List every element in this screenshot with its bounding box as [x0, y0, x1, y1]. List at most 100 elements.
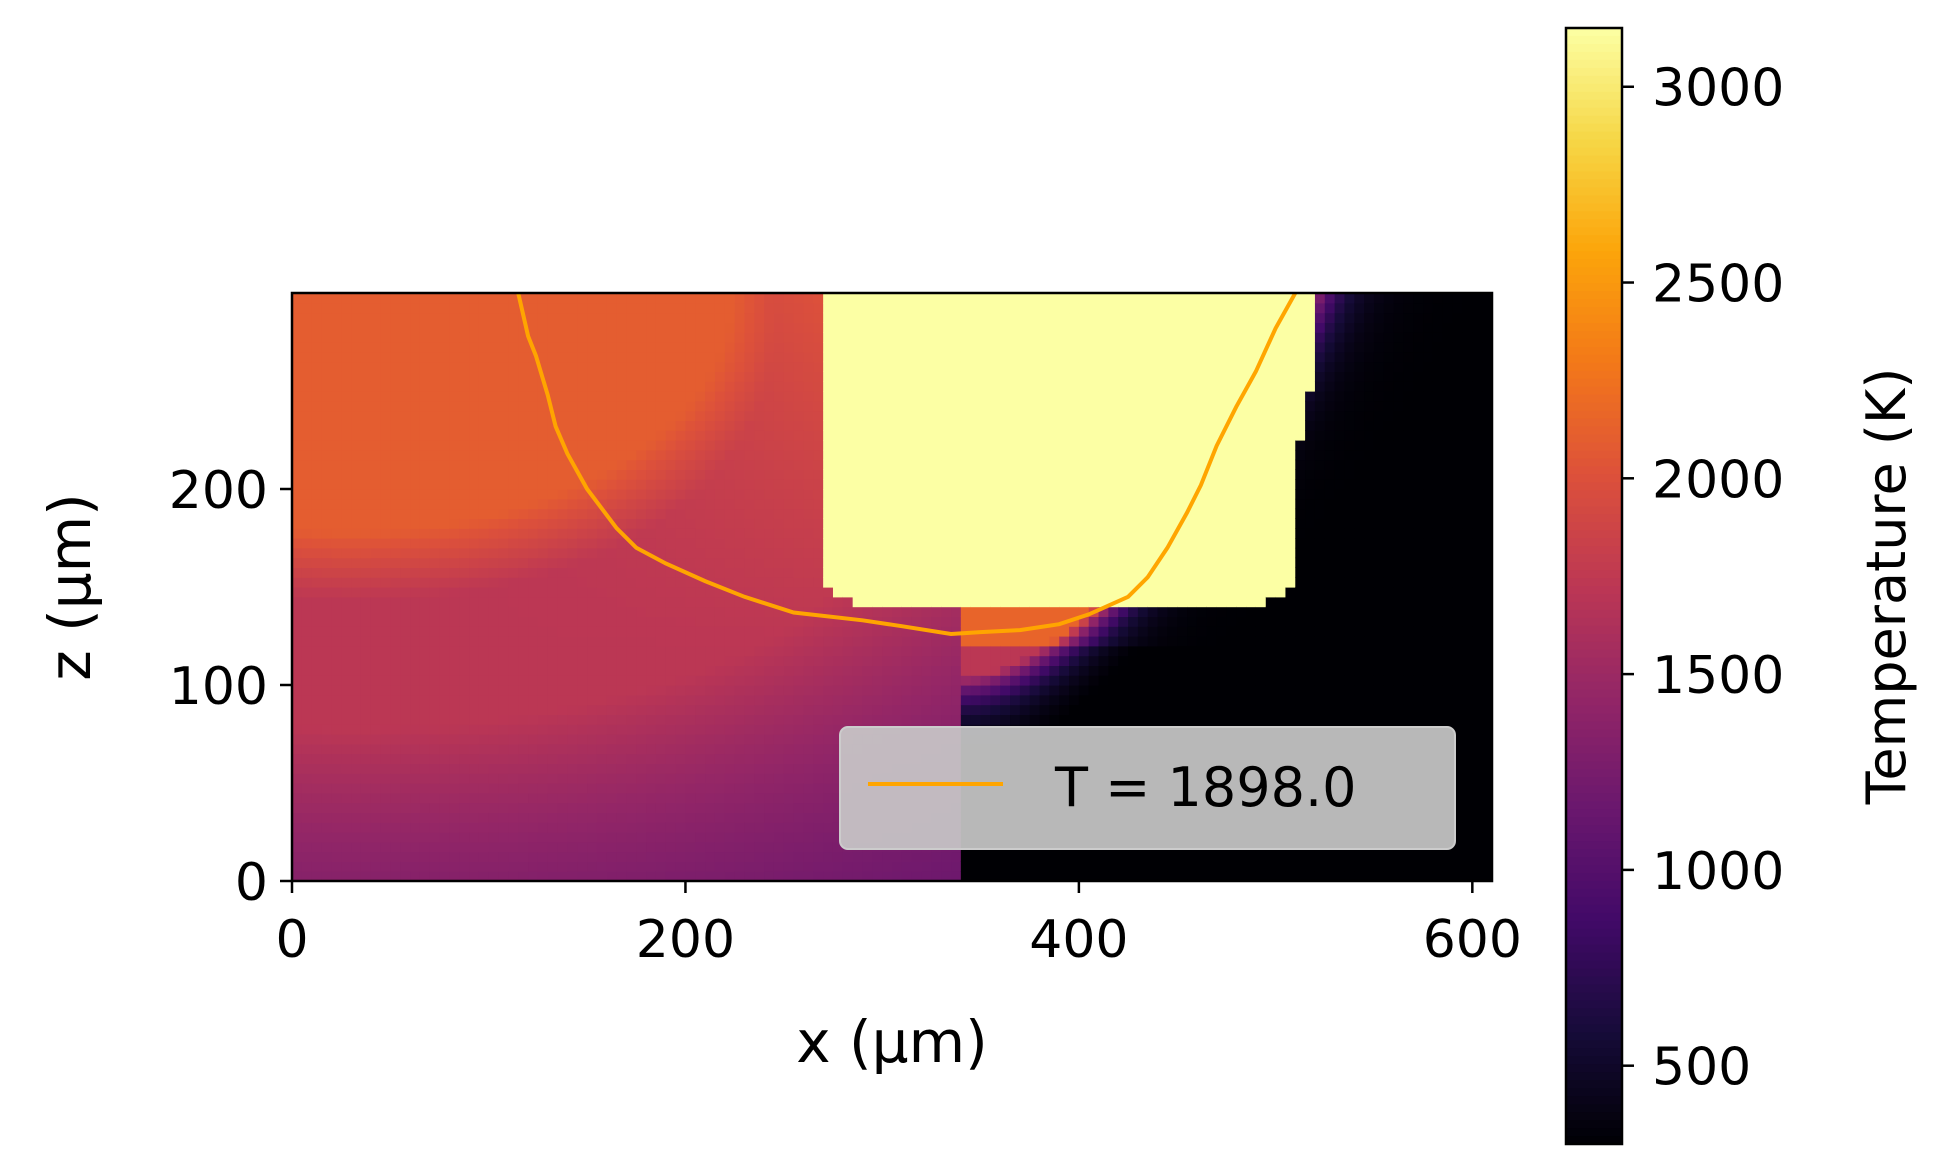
heatmap-cell — [901, 410, 913, 421]
heatmap-cell — [1010, 459, 1021, 470]
heatmap-cell — [626, 459, 637, 470]
heatmap-cell — [498, 302, 509, 314]
heatmap-cell — [557, 489, 569, 500]
heatmap-cell — [734, 851, 746, 862]
heatmap-cell — [341, 400, 352, 412]
heatmap-cell — [478, 714, 490, 725]
heatmap-cell — [892, 342, 903, 353]
heatmap-cell — [301, 587, 313, 598]
heatmap-cell — [764, 645, 775, 657]
heatmap-cell — [655, 841, 667, 853]
heatmap-cell — [823, 743, 834, 755]
heatmap-cell — [508, 724, 519, 735]
heatmap-cell — [705, 626, 716, 637]
heatmap-cell — [862, 714, 873, 725]
heatmap-cell — [1069, 685, 1080, 696]
heatmap-cell — [783, 841, 795, 853]
heatmap-cell — [675, 724, 687, 735]
heatmap-cell — [301, 704, 313, 715]
heatmap-cell — [1000, 851, 1011, 862]
heatmap-cell — [449, 704, 460, 715]
heatmap-cell — [596, 508, 608, 519]
heatmap-cell — [370, 596, 382, 608]
heatmap-cell — [665, 420, 677, 431]
heatmap-cell — [508, 665, 519, 676]
heatmap-cell — [921, 371, 932, 382]
heatmap-cell — [311, 312, 323, 323]
heatmap-cell — [744, 547, 755, 559]
heatmap-cell — [419, 312, 431, 323]
heatmap-cell — [518, 371, 529, 382]
heatmap-cell — [665, 557, 677, 568]
heatmap-cell — [1019, 606, 1031, 617]
heatmap-cell — [970, 361, 982, 372]
heatmap-cell — [301, 802, 313, 813]
heatmap-cell — [852, 714, 864, 725]
heatmap-cell — [655, 596, 667, 608]
heatmap-cell — [1069, 577, 1080, 588]
heatmap-cell — [685, 469, 696, 480]
heatmap-cell — [410, 440, 421, 451]
heatmap-cell — [518, 332, 529, 343]
heatmap-cell — [626, 636, 637, 647]
heatmap-cell — [931, 616, 942, 627]
heatmap-cell — [606, 832, 618, 843]
heatmap-cell — [498, 734, 509, 745]
heatmap-cell — [321, 528, 332, 539]
heatmap-cell — [616, 293, 628, 304]
heatmap-cell — [390, 861, 401, 872]
heatmap-cell — [419, 567, 431, 578]
heatmap-cell — [783, 449, 795, 461]
heatmap-cell — [892, 410, 903, 421]
heatmap-cell — [1019, 626, 1031, 637]
heatmap-cell — [528, 587, 539, 598]
heatmap-cell — [360, 802, 372, 813]
heatmap-cell — [459, 430, 470, 441]
heatmap-cell — [911, 547, 923, 559]
heatmap-cell — [734, 538, 746, 549]
heatmap-cell — [311, 812, 323, 823]
heatmap-cell — [596, 391, 608, 402]
heatmap-cell — [587, 675, 598, 686]
heatmap-cell — [321, 841, 332, 853]
heatmap-cell — [410, 547, 421, 559]
heatmap-cell — [921, 440, 932, 451]
heatmap-cell — [872, 626, 883, 637]
heatmap-cell — [764, 361, 775, 372]
heatmap-cell — [665, 293, 677, 304]
heatmap-cell — [626, 567, 637, 578]
heatmap-cell — [370, 577, 382, 588]
heatmap-cell — [1039, 587, 1050, 598]
heatmap-cell — [528, 293, 539, 304]
heatmap-cell — [419, 547, 431, 559]
heatmap-cell — [380, 606, 391, 617]
heatmap-cell — [646, 518, 657, 529]
heatmap-cell — [724, 606, 736, 617]
heatmap-cell — [764, 812, 775, 823]
heatmap-cell — [646, 626, 657, 637]
heatmap-cell — [714, 734, 726, 745]
heatmap-cell — [655, 783, 667, 794]
heatmap-cell — [518, 763, 529, 774]
heatmap-cell — [400, 734, 411, 745]
heatmap-cell — [1088, 312, 1100, 323]
heatmap-cell — [488, 665, 500, 676]
heatmap-cell — [400, 636, 411, 647]
heatmap-cell — [695, 518, 706, 529]
heatmap-cell — [301, 655, 313, 666]
heatmap-cell — [1098, 342, 1109, 353]
heatmap-cell — [823, 332, 834, 343]
heatmap-cell — [311, 577, 323, 588]
heatmap-cell — [380, 577, 391, 588]
heatmap-cell — [508, 636, 519, 647]
heatmap-cell — [498, 410, 509, 421]
heatmap-cell — [616, 841, 628, 853]
heatmap-cell — [931, 694, 942, 706]
heatmap-cell — [823, 812, 834, 823]
heatmap-cell — [970, 430, 982, 441]
heatmap-cell — [655, 685, 667, 696]
heatmap-cell — [360, 655, 372, 666]
heatmap-cell — [1098, 469, 1109, 480]
heatmap-cell — [803, 675, 814, 686]
heatmap-cell — [528, 763, 539, 774]
